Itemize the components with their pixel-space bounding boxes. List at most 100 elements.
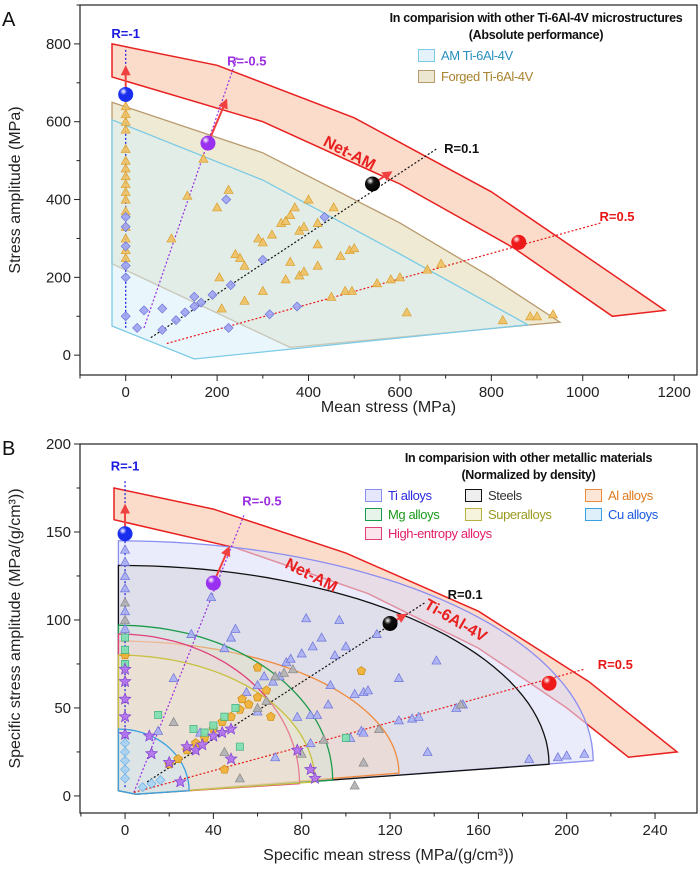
legend-entry-hea: High-entropy alloys <box>365 524 677 543</box>
data-point-diamond <box>137 782 148 793</box>
r-label: R=0.5 <box>598 657 633 672</box>
data-point-triangle <box>371 277 383 288</box>
data-point-star <box>224 722 238 735</box>
data-point-triangle <box>216 303 227 313</box>
legend-label: Ti alloys <box>388 488 432 503</box>
x-tick-label: 40 <box>205 822 222 839</box>
panel-label: A <box>2 9 16 31</box>
x-axis-label: Specific mean stress (MPa/(g/cm³)) <box>263 847 514 864</box>
data-point-triangle <box>119 583 131 593</box>
data-point-diamond <box>146 778 157 789</box>
legend-label: Superalloys <box>488 507 552 522</box>
data-point-triangle <box>225 632 237 642</box>
improvement-arrow <box>207 98 228 144</box>
data-point-triangle <box>349 242 360 253</box>
data-point-star <box>162 755 176 769</box>
data-point-triangle <box>119 614 131 624</box>
data-point-triangle <box>168 716 179 726</box>
data-point-pentagon <box>237 694 247 704</box>
data-point-triangle <box>219 746 230 756</box>
y-tick-label: 800 <box>46 36 71 53</box>
data-point-star <box>224 752 238 765</box>
legend-entry-am: AM Ti-6Al-4V <box>418 46 513 65</box>
legend-label: Steels <box>488 488 522 503</box>
legend-label: Cu alloys <box>608 507 658 522</box>
data-point-triangle <box>349 780 360 790</box>
data-point-triangle <box>296 648 307 658</box>
legend-label: Al alloys <box>608 488 653 503</box>
y-tick-label: 200 <box>46 269 71 286</box>
data-point-triangle <box>305 709 316 719</box>
data-point-square <box>235 742 244 751</box>
data-point-triangle <box>120 100 131 111</box>
net-am-point <box>382 615 398 631</box>
legend-panel-a: In comparision with other Ti-6Al-4V micr… <box>375 10 697 88</box>
net-am-point <box>541 675 557 691</box>
data-point-triangle <box>340 641 351 651</box>
y-tick-label: 400 <box>46 192 71 209</box>
r-label: R=0.1 <box>444 141 479 156</box>
data-point-triangle <box>120 194 131 204</box>
data-point-triangle <box>168 672 179 682</box>
data-point-triangle <box>119 556 131 566</box>
plot-area <box>113 479 679 795</box>
data-point-triangle <box>252 679 263 690</box>
data-point-diamond <box>319 212 330 223</box>
data-point-triangle <box>316 632 327 642</box>
panel-label: B <box>2 438 15 460</box>
legend-entry-al: Al alloys <box>585 486 677 505</box>
data-point-triangle <box>305 737 316 748</box>
r-label: R=-0.5 <box>227 53 266 68</box>
legend-entry-super: Superalloys <box>465 505 577 524</box>
data-point-diamond <box>189 291 200 302</box>
r-label: R=-1 <box>111 458 140 473</box>
data-point-triangle <box>119 544 131 554</box>
data-point-triangle <box>166 233 177 243</box>
data-point-triangle <box>119 570 131 580</box>
data-point-triangle <box>547 309 559 319</box>
data-point-star <box>118 662 132 675</box>
data-point-pentagon <box>252 662 263 672</box>
legend-swatch <box>365 489 382 502</box>
data-point-star <box>118 727 132 740</box>
data-point-triangle <box>120 170 131 181</box>
data-point-triangle <box>285 209 296 220</box>
data-point-triangle <box>318 734 329 744</box>
data-point-triangle <box>289 202 300 212</box>
data-point-triangle <box>120 155 131 165</box>
region-ti-alloys <box>117 540 594 795</box>
data-point-diamond <box>120 773 131 784</box>
region-steels <box>117 564 550 795</box>
legend-subtitle: (Normalized by density) <box>461 468 596 482</box>
data-point-triangle <box>373 723 385 734</box>
data-point-triangle <box>230 248 241 258</box>
data-point-triangle <box>219 642 230 653</box>
r-label: R=0.5 <box>599 209 634 224</box>
data-point-triangle <box>394 272 406 282</box>
data-point-triangle <box>329 649 340 660</box>
data-point-diamond <box>292 301 303 312</box>
data-point-star <box>144 746 159 760</box>
data-point-triangle <box>393 672 404 682</box>
data-point-diamond <box>120 311 131 322</box>
y-axis-label: Specific stress amplitude (MPa/(g/cm³)) <box>7 488 24 768</box>
legend-label: High-entropy alloys <box>388 526 492 541</box>
data-point-triangle <box>120 178 131 188</box>
x-tick-label: 200 <box>554 822 579 839</box>
data-point-triangle <box>241 686 252 697</box>
legend-title: In comparision with other Ti-6Al-4V micr… <box>389 11 683 25</box>
data-point-pentagon <box>173 754 183 763</box>
data-point-triangle <box>413 711 424 721</box>
data-point-triangle <box>301 612 312 623</box>
data-point-triangle <box>349 688 360 698</box>
region-am-ti-6al-4v <box>111 118 531 360</box>
data-point-triangle <box>120 143 131 153</box>
data-point-star <box>173 774 187 788</box>
data-point-square <box>209 721 218 730</box>
data-point-triangle <box>431 655 442 665</box>
data-point-star <box>195 737 209 751</box>
data-point-star <box>118 674 132 688</box>
data-point-triangle <box>239 260 250 270</box>
data-point-diamond <box>196 297 207 308</box>
